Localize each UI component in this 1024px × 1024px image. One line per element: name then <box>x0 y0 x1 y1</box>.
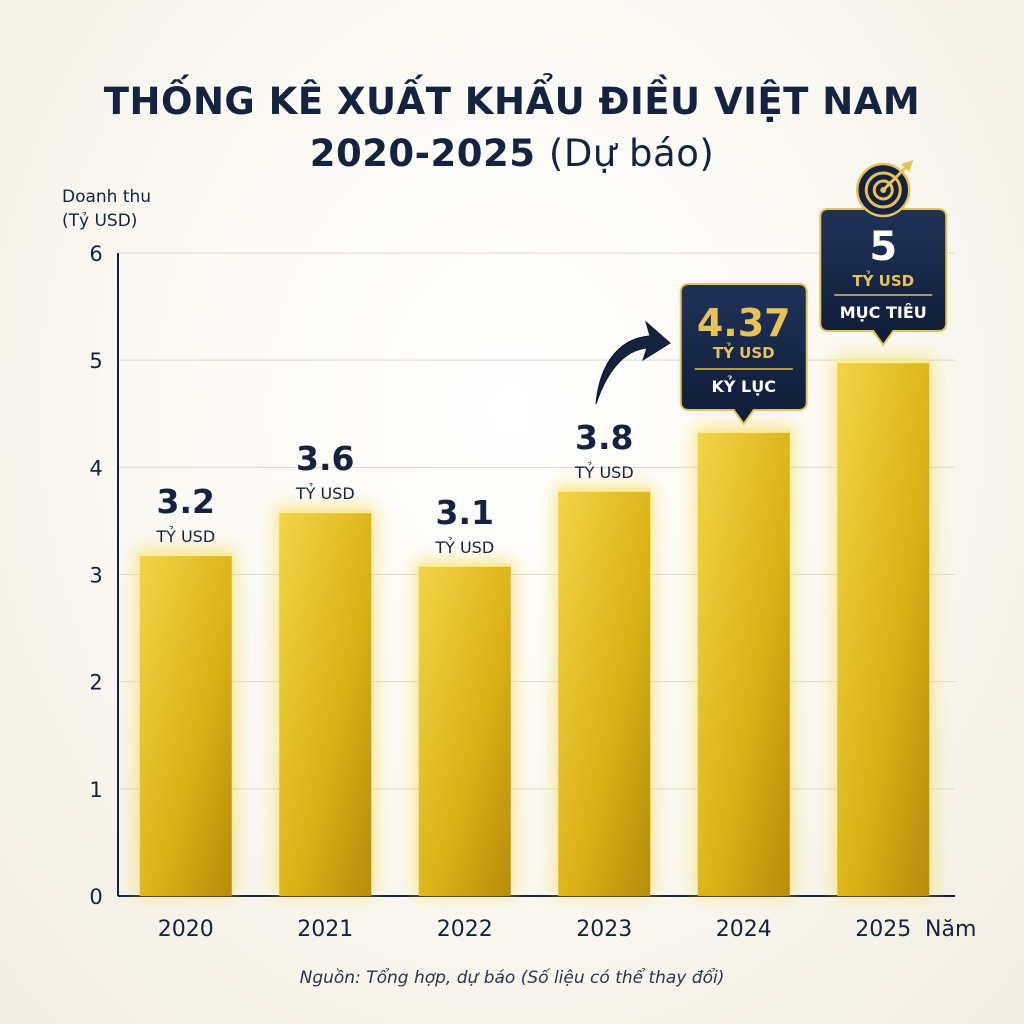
data-label-value: 3.8 <box>575 418 633 457</box>
chart-subtitle-years: 2020-2025 <box>309 132 536 175</box>
y-tick-label: 0 <box>89 885 102 909</box>
bar-top-highlight <box>837 360 930 364</box>
bar-top-highlight <box>279 510 372 514</box>
callout-tag: KỶ LỤC <box>712 375 776 396</box>
bar <box>558 488 651 896</box>
target-dart-fletch <box>901 160 914 172</box>
x-tick-label: 2022 <box>437 917 493 942</box>
bar-top-highlight <box>418 563 511 567</box>
callout-value: 5 <box>869 224 897 270</box>
x-tick-label: 2023 <box>576 917 632 942</box>
data-label-unit: TỶ USD <box>574 462 634 482</box>
bar <box>139 553 232 896</box>
bar <box>418 563 511 896</box>
x-axis-label: Năm <box>925 917 976 942</box>
bar-top-highlight <box>697 429 790 433</box>
data-label-value: 3.6 <box>296 439 354 478</box>
data-label-unit: TỶ USD <box>295 483 355 503</box>
target-icon <box>856 160 914 218</box>
target-ring-mid <box>864 171 902 209</box>
callout-box <box>679 283 808 426</box>
data-label-value: 3.1 <box>436 493 494 532</box>
data-label-unit: TỶ USD <box>434 537 494 557</box>
y-axis-label: Doanh thu <box>62 187 151 207</box>
callout-tag: MỤC TIÊU <box>840 303 927 322</box>
callout-box <box>819 208 948 347</box>
chart-title: THỐNG KÊ XUẤT KHẨU ĐIỀU VIỆT NAM <box>103 80 921 123</box>
callout-value: 4.37 <box>697 301 791 345</box>
curved-arrow-icon <box>595 320 671 405</box>
target-ring-inner <box>872 179 894 201</box>
y-tick-label: 4 <box>89 456 102 480</box>
bar <box>279 510 372 896</box>
data-label-value: 3.2 <box>157 482 215 521</box>
x-tick-label: 2020 <box>158 917 214 942</box>
x-tick-label: 2024 <box>716 917 772 942</box>
bar-top-highlight <box>558 488 651 492</box>
curved-arrow-shape <box>595 320 671 405</box>
target-dart <box>882 166 907 192</box>
chart-subtitle: 2020-2025 (Dự báo) <box>0 132 1024 175</box>
x-tick-label: 2021 <box>297 917 353 942</box>
y-tick-label: 6 <box>89 242 102 266</box>
x-tick-label: 2025 <box>855 917 911 942</box>
bar <box>837 360 930 897</box>
y-tick-label: 1 <box>89 778 102 802</box>
callout-unit: TỶ USD <box>713 341 775 362</box>
chart-subtitle-forecast: (Dự báo) <box>548 132 715 175</box>
y-tick-label: 2 <box>89 671 102 695</box>
y-tick-label: 5 <box>89 349 102 373</box>
y-tick-label: 3 <box>89 564 102 588</box>
y-axis-unit-label: (Tỷ USD) <box>62 211 137 231</box>
callout-unit: TỶ USD <box>852 269 914 290</box>
bar-top-highlight <box>139 553 232 557</box>
bar <box>697 429 790 896</box>
data-label-unit: TỶ USD <box>155 526 215 546</box>
source-note: Nguồn: Tổng hợp, dự báo (Số liệu có thể … <box>299 968 725 988</box>
